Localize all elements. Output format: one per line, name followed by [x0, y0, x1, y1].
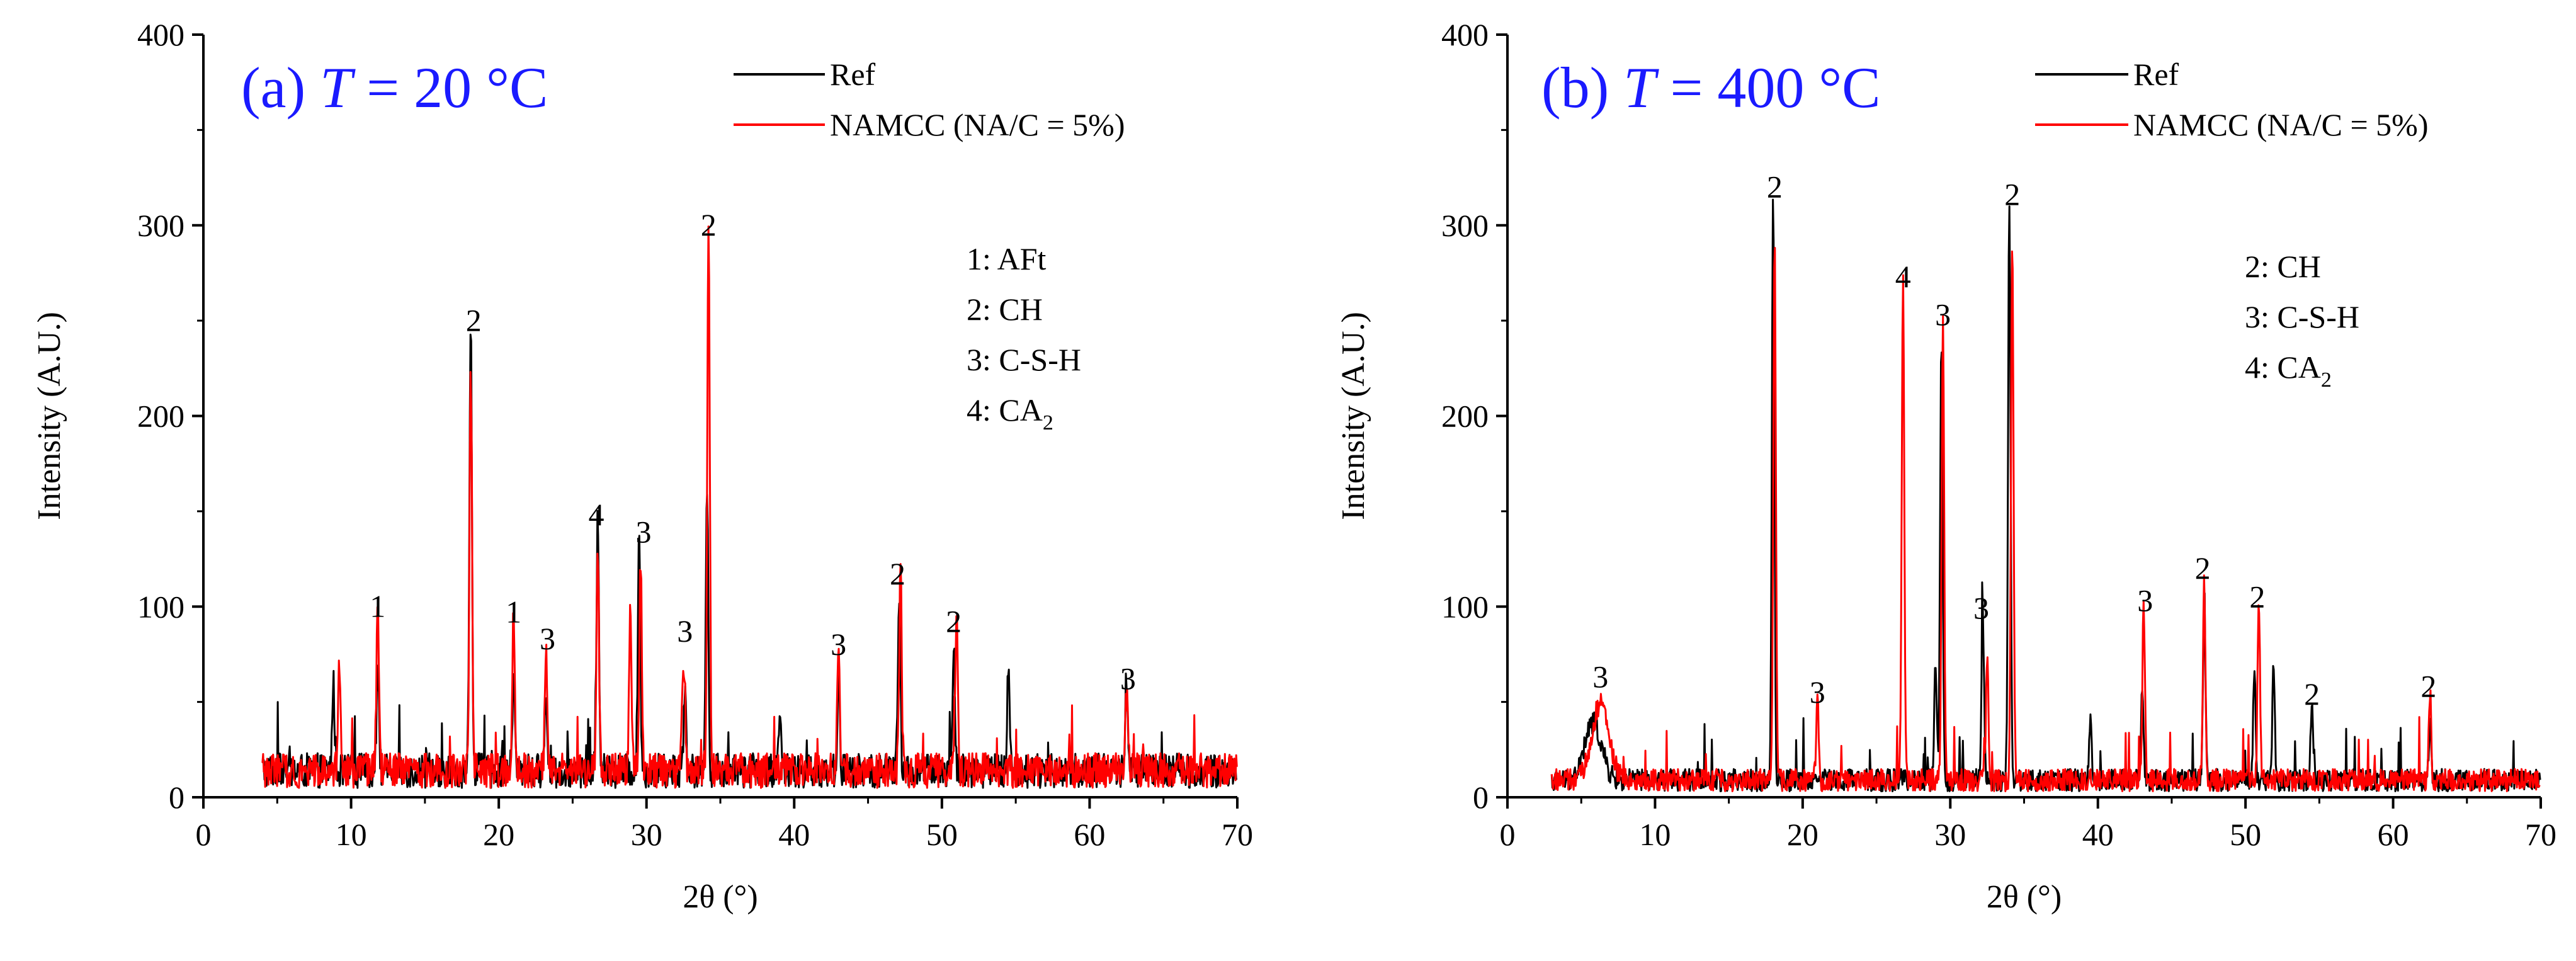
x-tick-label: 40 [2082, 817, 2114, 852]
peak-label: 3 [831, 627, 846, 662]
x-tick-label: 20 [483, 817, 514, 852]
peak-label: 4 [588, 497, 604, 532]
peak-label: 3 [1810, 674, 1825, 710]
legend-label-namcc: NAMCC (NA/C = 5%) [830, 107, 1125, 142]
peak-label: 3 [1935, 297, 1951, 332]
phase-item: 3: C-S-H [2245, 299, 2359, 334]
panel-title: (b) T = 400 °C [1541, 55, 1881, 120]
y-tick-label: 0 [1473, 780, 1489, 815]
y-axis-title: Intensity (A.U.) [31, 312, 67, 520]
phase-item: 4: CA2 [967, 392, 1053, 435]
x-tick-label: 30 [1934, 817, 1966, 852]
phase-item: 4: CA2 [2245, 350, 2332, 392]
series-line-namcc [261, 225, 1238, 789]
phase-item-text: 4: CA [2245, 350, 2321, 385]
x-tick-label: 0 [1500, 817, 1516, 852]
peak-label: 2 [1767, 169, 1783, 204]
peak-label: 3 [540, 621, 555, 656]
phase-item-text: 2: CH [967, 292, 1043, 327]
x-tick-label: 10 [336, 817, 367, 852]
phase-item-text: 3: C-S-H [967, 342, 1081, 377]
peak-label: 2 [2004, 177, 2020, 212]
panel-b: 0 10 20 30 40 50 60 70 0 100 200 300 400 2θ (°) Intens… [1336, 17, 2556, 915]
x-tick-label: 30 [631, 817, 662, 852]
panel-label: (a) [241, 55, 320, 120]
panel-label: (b) [1541, 55, 1623, 120]
phase-item-text: 4: CA [967, 392, 1043, 428]
peak-label: 3 [1120, 661, 1136, 697]
x-tick-label: 20 [1787, 817, 1819, 852]
legend-label-ref: Ref [830, 57, 876, 92]
x-tick-label: 0 [196, 817, 212, 852]
peak-label: 2 [2195, 550, 2211, 586]
peak-label: 1 [506, 594, 521, 630]
peak-label: 2 [2249, 579, 2265, 614]
peak-label: 2 [701, 207, 717, 242]
phase-item: 3: C-S-H [967, 342, 1081, 377]
x-axis-title: 2θ (°) [683, 879, 757, 915]
panel-a: 0 10 20 30 40 50 60 70 0 100 200 300 400 2θ (°) Intens… [31, 17, 1253, 915]
series-line-ref [261, 333, 1238, 789]
panel-title: (a) T = 20 °C [241, 55, 548, 120]
peak-label: 2 [2420, 669, 2436, 704]
x-tick-label: 70 [2525, 817, 2556, 852]
x-tick-label: 60 [1074, 817, 1105, 852]
temperature-var: T [1623, 55, 1659, 120]
peak-label: 3 [2137, 583, 2153, 618]
phase-item-text: 3: C-S-H [2245, 299, 2359, 334]
phase-item: 2: CH [967, 292, 1043, 327]
y-tick-label: 400 [137, 17, 184, 52]
peak-label: 2 [946, 604, 962, 639]
temperature-var: T [320, 55, 356, 120]
peak-label: 1 [370, 589, 385, 624]
x-tick-label: 60 [2378, 817, 2409, 852]
y-tick-label: 0 [169, 780, 184, 815]
peak-label: 2 [2304, 676, 2320, 712]
y-tick-label: 100 [1441, 589, 1489, 624]
y-axis-title: Intensity (A.U.) [1336, 312, 1371, 520]
peak-label: 4 [1895, 259, 1911, 294]
y-tick-label: 100 [137, 589, 184, 624]
x-tick-label: 50 [926, 817, 958, 852]
phase-item: 1: AFt [967, 241, 1047, 276]
x-axis-title: 2θ (°) [1987, 879, 2062, 915]
y-tick-label: 300 [137, 208, 184, 243]
series-line-namcc [1550, 247, 2541, 792]
y-tick-label: 300 [1441, 208, 1489, 243]
peak-label: 3 [677, 613, 693, 649]
x-tick-label: 50 [2230, 817, 2261, 852]
peak-label: 2 [466, 302, 482, 338]
peak-label: 2 [890, 556, 905, 591]
phase-item-text: 2: CH [2245, 249, 2321, 284]
peak-label: 3 [1592, 659, 1608, 695]
series-line-ref [1550, 198, 2541, 792]
peak-label: 3 [1973, 591, 1989, 626]
phase-subscript: 2 [2321, 368, 2332, 392]
legend-label-ref: Ref [2133, 57, 2179, 92]
phase-item-text: 1: AFt [967, 241, 1047, 276]
temperature-value: = 20 °C [352, 55, 548, 120]
y-tick-label: 400 [1441, 17, 1489, 52]
x-tick-label: 70 [1222, 817, 1253, 852]
phase-subscript: 2 [1043, 411, 1053, 435]
y-tick-label: 200 [137, 399, 184, 434]
y-tick-label: 200 [1441, 399, 1489, 434]
legend-label-namcc: NAMCC (NA/C = 5%) [2133, 107, 2428, 142]
temperature-value: = 400 °C [1655, 55, 1880, 120]
x-tick-label: 40 [778, 817, 810, 852]
peak-label: 3 [636, 514, 652, 549]
phase-item: 2: CH [2245, 249, 2321, 284]
x-tick-label: 10 [1639, 817, 1671, 852]
